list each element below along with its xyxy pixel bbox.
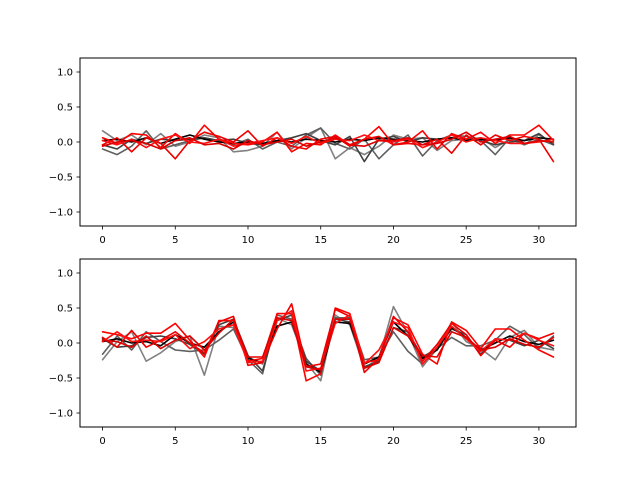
x-tick-label: 5	[172, 235, 178, 246]
x-tick-label: 10	[242, 436, 255, 447]
x-tick-label: 0	[99, 436, 105, 447]
y-tick-label: 0.0	[57, 339, 73, 350]
series-line-4	[101, 307, 555, 382]
bottom-subplot: 0 5 10 15 20 25 30 1.0 0.5 0.0 −0.5 −1.0	[49, 258, 577, 447]
x-tick-label: 5	[172, 436, 178, 447]
x-tick-label: 0	[99, 235, 105, 246]
y-tick-label: −1.0	[49, 409, 73, 420]
y-tick-label: 0.0	[57, 138, 73, 149]
x-tick-label: 15	[314, 436, 327, 447]
y-tick-label: 0.5	[57, 103, 73, 114]
x-tick-label: 25	[460, 436, 473, 447]
series-line-6	[101, 134, 555, 149]
y-tick-label: 1.0	[57, 68, 73, 79]
x-tick-label: 10	[242, 235, 255, 246]
y-tick-label: −0.5	[49, 173, 73, 184]
x-tick-label: 30	[533, 235, 546, 246]
x-tick-label: 25	[460, 235, 473, 246]
x-tick-label: 30	[533, 436, 546, 447]
y-tick-label: 0.5	[57, 304, 73, 315]
y-tick-label: −0.5	[49, 374, 73, 385]
y-tick-label: 1.0	[57, 269, 73, 280]
x-tick-label: 20	[387, 235, 400, 246]
x-tick-label: 15	[314, 235, 327, 246]
y-tick-label: −1.0	[49, 208, 73, 219]
x-tick-label: 20	[387, 436, 400, 447]
series-line-5	[101, 303, 555, 374]
top-subplot: 0 5 10 15 20 25 30 1.0 0.5 0.0 −0.5 −1.0	[49, 57, 577, 246]
series-line-5	[101, 130, 555, 163]
series-line-7	[101, 317, 555, 371]
series-line-7	[101, 131, 555, 150]
